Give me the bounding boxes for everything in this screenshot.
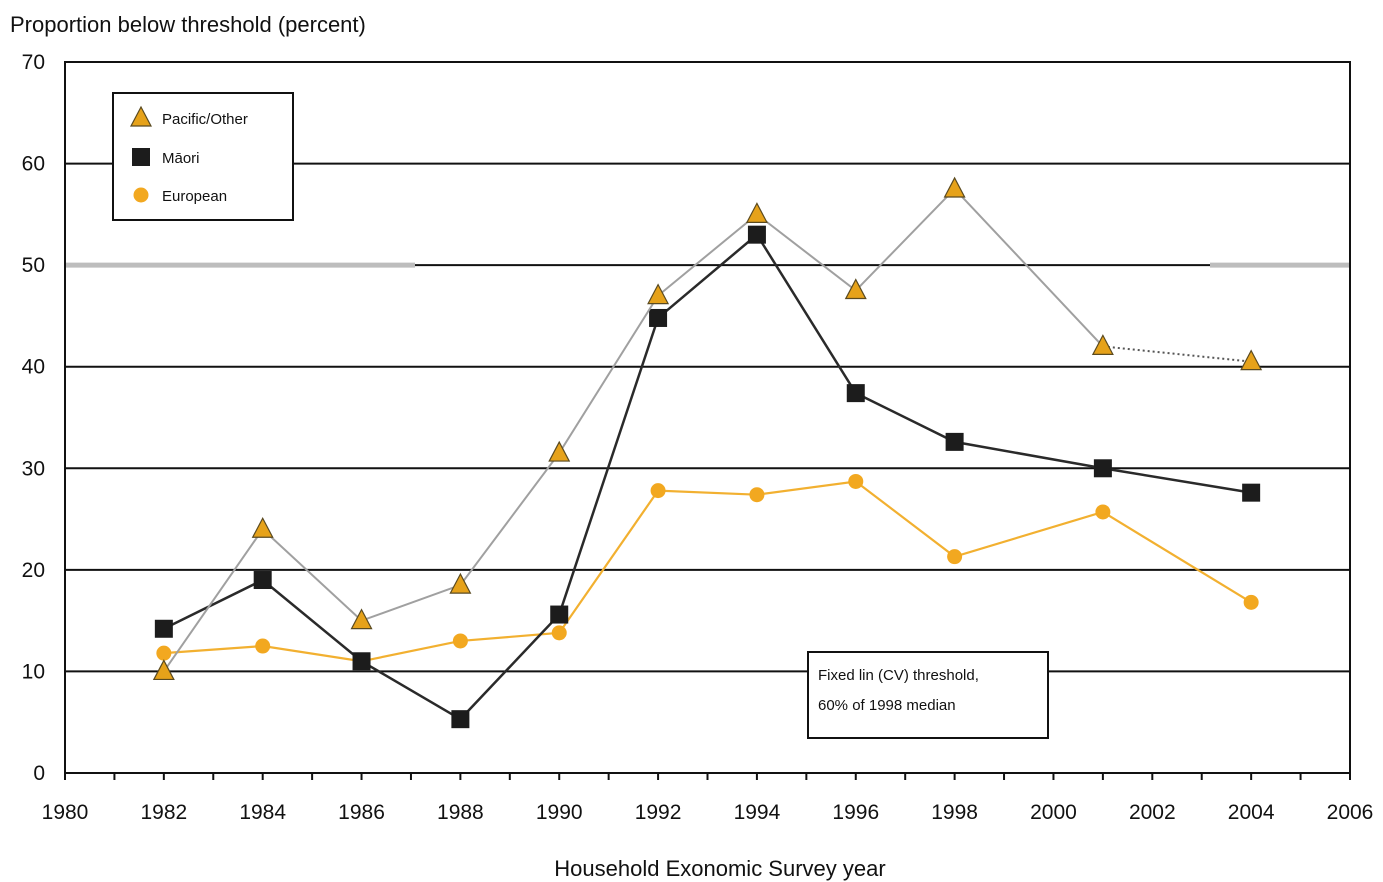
y-tick-label: 20 bbox=[22, 559, 45, 582]
data-point-european bbox=[947, 549, 963, 565]
annotation-box: Fixed lin (CV) threshold, 60% of 1998 me… bbox=[807, 651, 1049, 739]
series-line-pacific-other-dotted bbox=[1102, 345, 1252, 363]
data-point-m-ori bbox=[945, 432, 964, 451]
data-point-european bbox=[452, 633, 468, 649]
data-point-european bbox=[1243, 594, 1259, 610]
y-tick-label: 40 bbox=[22, 356, 45, 379]
x-tick-label: 2000 bbox=[1030, 801, 1077, 824]
x-tick-label: 1982 bbox=[140, 801, 187, 824]
legend-label: Māori bbox=[162, 150, 200, 167]
series-pacific-other bbox=[152, 176, 1263, 681]
series-line-pacific-other bbox=[163, 187, 1104, 672]
data-point-pacific-other bbox=[647, 283, 670, 305]
legend-label: European bbox=[162, 188, 227, 205]
series-line-m-ori bbox=[163, 232, 1252, 721]
data-point-pacific-other bbox=[943, 176, 966, 198]
annotation-frame bbox=[807, 651, 1049, 739]
legend-marker-square bbox=[132, 148, 150, 166]
legend-item: European bbox=[133, 187, 227, 205]
data-point-european bbox=[551, 625, 567, 641]
x-tick-label: 1988 bbox=[437, 801, 484, 824]
series-european bbox=[156, 473, 1259, 669]
y-tick-label: 10 bbox=[22, 660, 45, 683]
data-point-m-ori bbox=[846, 384, 865, 403]
annotation-line-2: 60% of 1998 median bbox=[818, 697, 956, 714]
x-tick-label: 1990 bbox=[536, 801, 583, 824]
data-point-m-ori bbox=[451, 710, 470, 729]
data-point-m-ori bbox=[253, 571, 272, 590]
x-tick-label: 1994 bbox=[734, 801, 781, 824]
y-tick-label: 60 bbox=[22, 153, 45, 176]
legend: Pacific/Other Māori European bbox=[112, 92, 294, 221]
data-point-m-ori bbox=[1093, 459, 1112, 478]
x-tick-label: 1996 bbox=[832, 801, 879, 824]
legend-marker-triangle bbox=[130, 105, 152, 127]
data-point-pacific-other bbox=[350, 608, 373, 630]
data-point-pacific-other bbox=[1240, 349, 1263, 371]
data-point-european bbox=[255, 638, 271, 654]
series-m-ori bbox=[154, 225, 1261, 729]
x-tick-label: 2002 bbox=[1129, 801, 1176, 824]
y-tick-label: 30 bbox=[22, 457, 45, 480]
y-tick-label: 0 bbox=[33, 762, 45, 785]
data-point-m-ori bbox=[1242, 483, 1261, 502]
data-point-m-ori bbox=[154, 619, 173, 638]
annotation-line-1: Fixed lin (CV) threshold, bbox=[818, 667, 979, 684]
x-axis-title: Household Exonomic Survey year bbox=[554, 856, 885, 881]
data-point-european bbox=[650, 483, 666, 499]
data-point-european bbox=[1095, 504, 1111, 520]
legend-item: Pacific/Other bbox=[130, 105, 248, 128]
x-tick-label: 2006 bbox=[1327, 801, 1374, 824]
x-tick-label: 2004 bbox=[1228, 801, 1275, 824]
y-tick-label: 50 bbox=[22, 254, 45, 277]
data-point-pacific-other bbox=[1091, 334, 1114, 355]
data-point-pacific-other bbox=[152, 659, 175, 681]
data-point-m-ori bbox=[550, 605, 569, 624]
x-tick-label: 1980 bbox=[42, 801, 89, 824]
y-tick-label: 70 bbox=[22, 51, 45, 74]
data-point-m-ori bbox=[352, 652, 371, 671]
legend-label: Pacific/Other bbox=[162, 111, 248, 128]
data-point-pacific-other bbox=[548, 440, 571, 462]
series-layer bbox=[152, 176, 1263, 729]
data-point-european bbox=[156, 645, 172, 661]
data-point-european bbox=[848, 473, 864, 489]
x-tick-label: 1984 bbox=[239, 801, 286, 824]
data-point-pacific-other bbox=[844, 278, 867, 300]
data-point-m-ori bbox=[747, 225, 766, 244]
x-tick-label: 1992 bbox=[635, 801, 682, 824]
legend-marker-circle bbox=[133, 187, 149, 203]
y-axis-title: Proportion below threshold (percent) bbox=[10, 12, 366, 37]
data-point-m-ori bbox=[649, 308, 668, 327]
legend-item: Māori bbox=[132, 148, 200, 167]
x-tick-label: 1998 bbox=[931, 801, 978, 824]
axes: 0 10 20 30 40 50 60 70 1980 1982 1984 1986 1988 1990 1… bbox=[22, 51, 1374, 824]
data-point-pacific-other bbox=[251, 516, 274, 538]
x-tick-label: 1986 bbox=[338, 801, 385, 824]
data-point-pacific-other bbox=[449, 572, 472, 594]
data-point-pacific-other bbox=[745, 202, 768, 223]
data-point-european bbox=[749, 487, 765, 503]
